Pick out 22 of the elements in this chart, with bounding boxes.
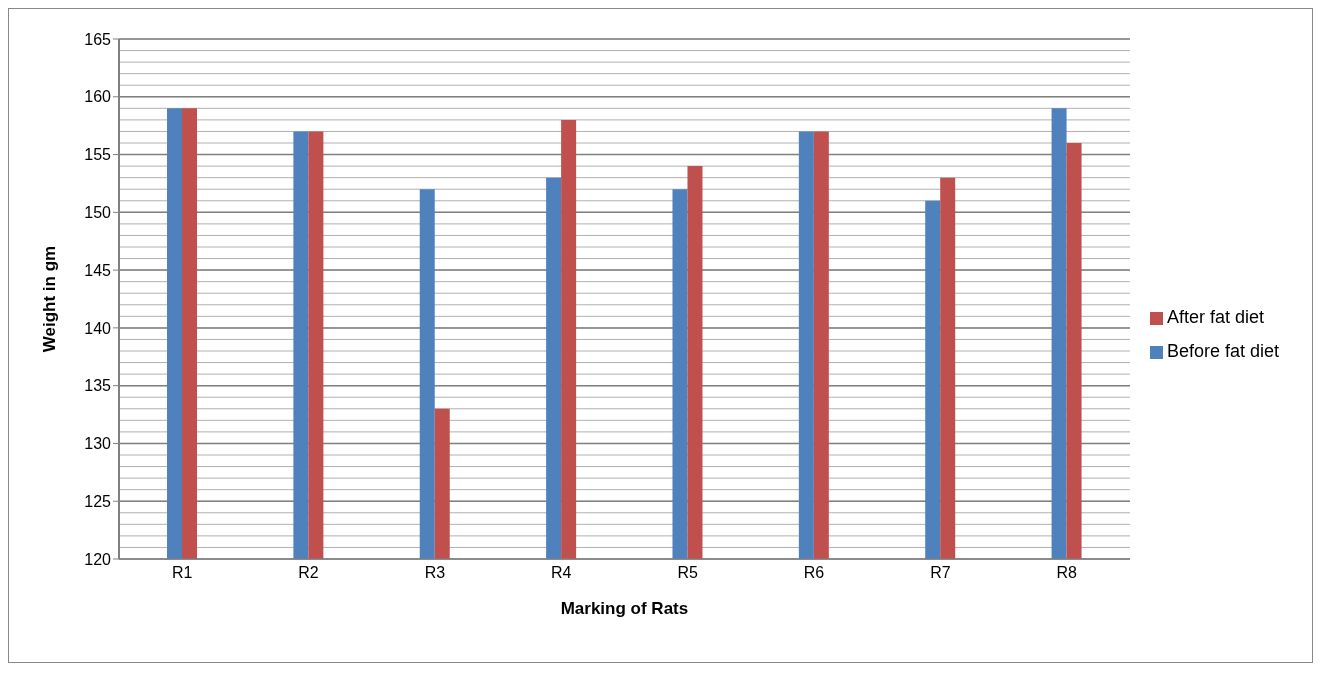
y-tick-label: 135	[84, 377, 112, 395]
x-tick-label: R7	[930, 564, 951, 582]
y-tick-label: 165	[84, 30, 112, 48]
y-tick-label: 130	[84, 435, 112, 453]
x-tick-label: R6	[803, 564, 825, 582]
y-tick-label: 145	[84, 261, 112, 279]
x-tick-label: R3	[424, 564, 446, 582]
y-axis-title: Weight in gm	[40, 245, 60, 353]
legend-label: Before fat diet	[1166, 341, 1279, 361]
y-tick-label: 150	[84, 204, 112, 222]
y-tick-label: 140	[84, 319, 112, 337]
x-tick-label: R1	[171, 564, 193, 582]
x-tick-label: R5	[677, 564, 698, 582]
x-tick-label: R4	[551, 564, 572, 582]
y-tick-label: 120	[84, 550, 112, 568]
y-tick-label: 160	[84, 88, 112, 106]
x-tick-label: R2	[298, 564, 319, 582]
y-tick-label: 125	[84, 492, 112, 510]
x-axis-title: Marking of Rats	[560, 599, 689, 618]
x-tick-label: R8	[1056, 564, 1078, 582]
legend-label: After fat diet	[1166, 307, 1264, 327]
y-tick-label: 155	[84, 146, 112, 164]
